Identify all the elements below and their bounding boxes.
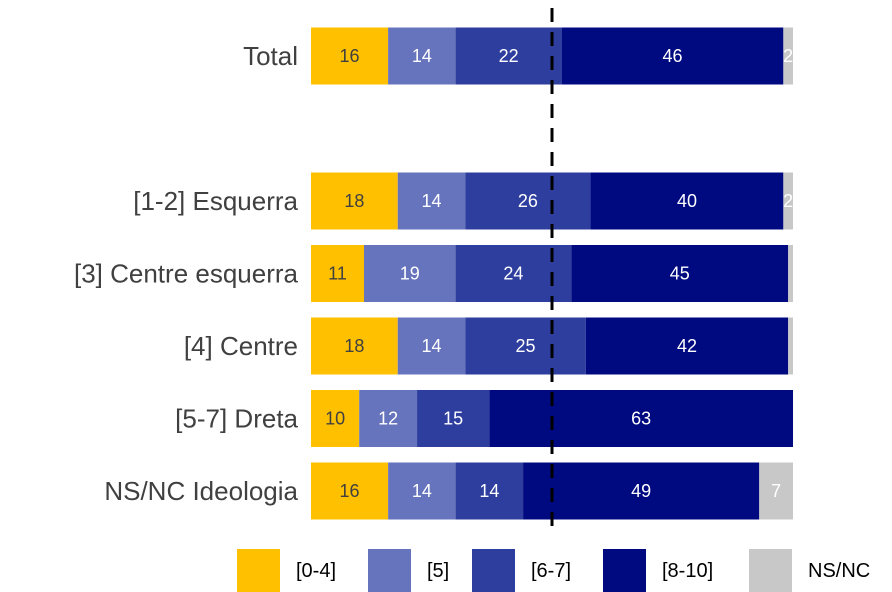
data-label: 18 [344,191,364,211]
data-label: 10 [325,409,345,429]
bar-segment [311,245,365,302]
bar-segment [455,462,524,520]
data-label: 40 [677,191,697,211]
bar-segment [311,462,389,520]
data-label: 45 [670,264,690,284]
bar-segment [523,462,760,520]
data-label: 19 [400,264,420,284]
bar-segment [455,27,562,85]
bar-segment [311,390,360,447]
bar-segment [465,172,591,230]
category-label: [4] Centre [184,331,298,361]
bar-segment [359,390,418,447]
data-label: 7 [771,481,781,501]
data-label: 63 [631,409,651,429]
bar-segment [788,317,793,375]
data-label: 26 [518,191,538,211]
data-label: 16 [340,46,360,66]
bar-segment [561,27,784,85]
legend-label: [5] [427,560,449,582]
data-label: 24 [503,264,523,284]
category-label: NS/NC Ideologia [104,476,298,506]
legend-swatch [368,549,411,592]
legend-label: [0-4] [296,560,336,582]
legend-label: [8-10] [662,560,713,582]
data-label: 14 [412,46,432,66]
data-label: 14 [412,481,432,501]
bar-segment [417,390,490,447]
data-label: 15 [443,409,463,429]
legend-swatch [237,549,280,592]
bar-segment [311,27,389,85]
data-label: 14 [421,191,441,211]
bar-segment [364,245,456,302]
data-label: 18 [344,336,364,356]
bar-segment [397,172,466,230]
bar-segment [590,172,784,230]
bar-segment [311,317,398,375]
legend-swatch [603,549,646,592]
data-label: 49 [631,481,651,501]
bar-segment [783,172,793,230]
data-label: 12 [378,409,398,429]
data-label: 14 [479,481,499,501]
bar-segment [759,462,793,520]
legend-label: [6-7] [531,560,571,582]
bar-segment [788,245,793,302]
bar-segment [465,317,586,375]
data-label: 2 [783,46,793,66]
category-label: [5-7] Dreta [175,404,298,434]
bar-segment [585,317,789,375]
bar-segment [489,390,793,447]
data-label: 22 [499,46,519,66]
data-label: 16 [340,481,360,501]
data-label: 14 [421,336,441,356]
bar-segment [783,27,793,85]
bar-segment [311,172,398,230]
bar-segment [397,317,466,375]
bar-segment [571,245,789,302]
data-label: 11 [328,264,347,284]
data-label: 2 [783,191,793,211]
data-label: 25 [515,336,535,356]
legend-swatch [472,549,515,592]
category-label: [1-2] Esquerra [133,186,298,216]
data-label: 46 [662,46,682,66]
bar-segment [388,462,456,520]
bar-segment [388,27,456,85]
category-label: Total [243,41,298,71]
category-label: [3] Centre esquerra [74,259,299,289]
legend-swatch [749,549,792,592]
data-label: 42 [677,336,697,356]
legend-label: NS/NC [808,560,870,582]
